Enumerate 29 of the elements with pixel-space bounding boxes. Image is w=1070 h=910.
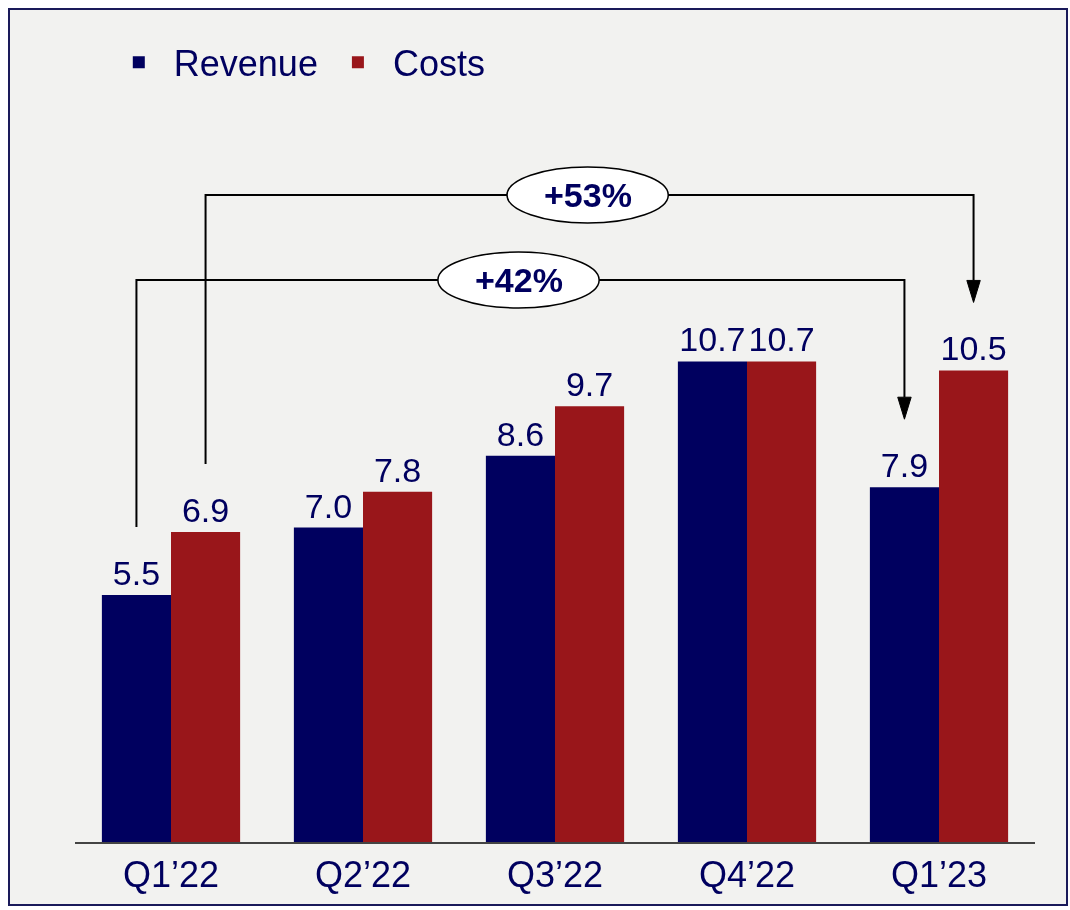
data-label: 7.0 xyxy=(304,486,353,525)
bar xyxy=(869,487,939,842)
bar xyxy=(677,361,747,842)
x-tick-label: Q3’22 xyxy=(506,853,604,895)
data-label: 8.6 xyxy=(496,414,545,453)
bar xyxy=(939,370,1009,842)
legend-label: Revenue xyxy=(173,43,318,85)
data-label: 10.5 xyxy=(940,329,1007,368)
data-label: 7.8 xyxy=(373,450,422,489)
bar xyxy=(485,455,555,842)
text: +53% xyxy=(544,176,632,214)
data-label: 10.7 xyxy=(748,320,815,359)
bar xyxy=(747,361,817,842)
bar xyxy=(293,527,363,842)
x-tick-label: Q1’23 xyxy=(890,853,988,895)
data-label: 6.9 xyxy=(181,491,230,530)
x-tick-label: Q4’22 xyxy=(698,853,796,895)
x-tick-label: Q2’22 xyxy=(314,853,412,895)
legend-label: Costs xyxy=(392,43,485,85)
text: +42% xyxy=(475,261,563,299)
data-label: 10.7 xyxy=(679,320,746,359)
data-label: 5.5 xyxy=(112,553,161,592)
bar xyxy=(363,491,433,842)
data-label: 7.9 xyxy=(880,446,929,485)
bar xyxy=(171,532,241,842)
x-tick-label: Q1’22 xyxy=(122,853,220,895)
bar xyxy=(101,594,171,842)
data-label: 9.7 xyxy=(565,365,614,404)
bar xyxy=(555,406,625,842)
